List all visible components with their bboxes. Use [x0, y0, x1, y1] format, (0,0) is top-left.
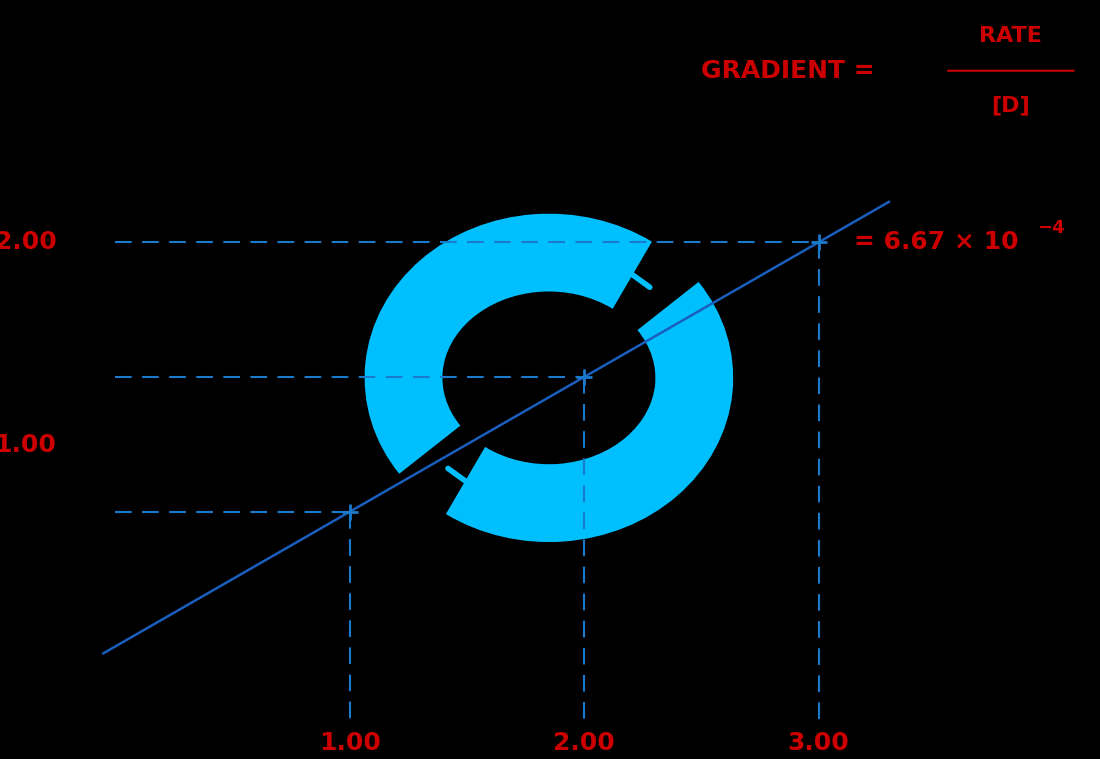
- Text: 1.00: 1.00: [0, 433, 56, 457]
- Text: 2.00: 2.00: [553, 732, 615, 755]
- Text: [D]: [D]: [991, 95, 1031, 115]
- Text: 1.00: 1.00: [319, 732, 381, 755]
- Text: −4: −4: [1036, 219, 1065, 238]
- Text: 2.00: 2.00: [0, 231, 56, 254]
- Text: 3.00: 3.00: [788, 732, 849, 755]
- Text: = 6.67 × 10: = 6.67 × 10: [854, 231, 1019, 254]
- Text: GRADIENT =: GRADIENT =: [702, 58, 883, 83]
- Text: RATE: RATE: [979, 27, 1043, 46]
